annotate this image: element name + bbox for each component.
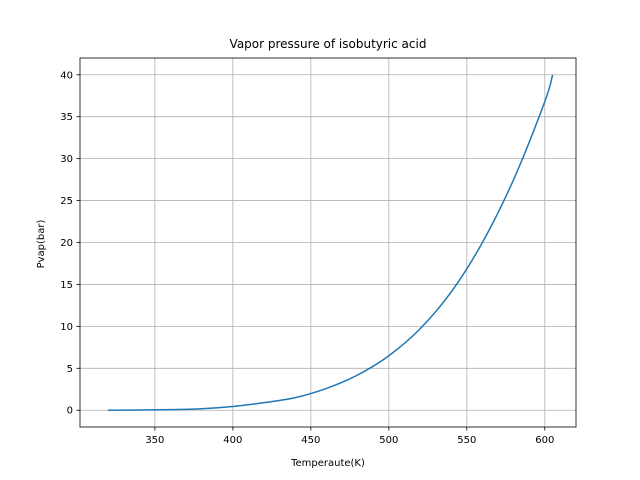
x-tick-label: 500 [379, 435, 398, 446]
x-tick-label: 550 [457, 435, 476, 446]
chart-title: Vapor pressure of isobutyric acid [230, 37, 427, 51]
y-tick-label: 20 [60, 238, 73, 249]
y-tick-label: 25 [60, 196, 73, 207]
y-tick-label: 10 [60, 322, 73, 333]
y-axis-label: Pvap(bar) [36, 220, 47, 269]
x-tick-label: 600 [535, 435, 554, 446]
x-tick-label: 350 [145, 435, 164, 446]
x-axis-label: Temperaute(K) [290, 458, 365, 469]
x-tick-label: 450 [301, 435, 320, 446]
y-tick-label: 0 [67, 406, 73, 417]
grid-layer [80, 58, 576, 427]
y-tick-label: 15 [60, 280, 73, 291]
line-layer [108, 74, 554, 411]
y-tick-label: 40 [60, 70, 73, 81]
y-tick-label: 30 [60, 154, 73, 165]
y-tick-label: 35 [60, 112, 73, 123]
ticks-layer: 350 400 450 500 550 600 0 5 10 15 20 25 30 35 40 [60, 70, 554, 446]
y-tick-label: 5 [67, 364, 73, 375]
series-line-pvap [108, 74, 554, 411]
x-tick-label: 400 [223, 435, 242, 446]
